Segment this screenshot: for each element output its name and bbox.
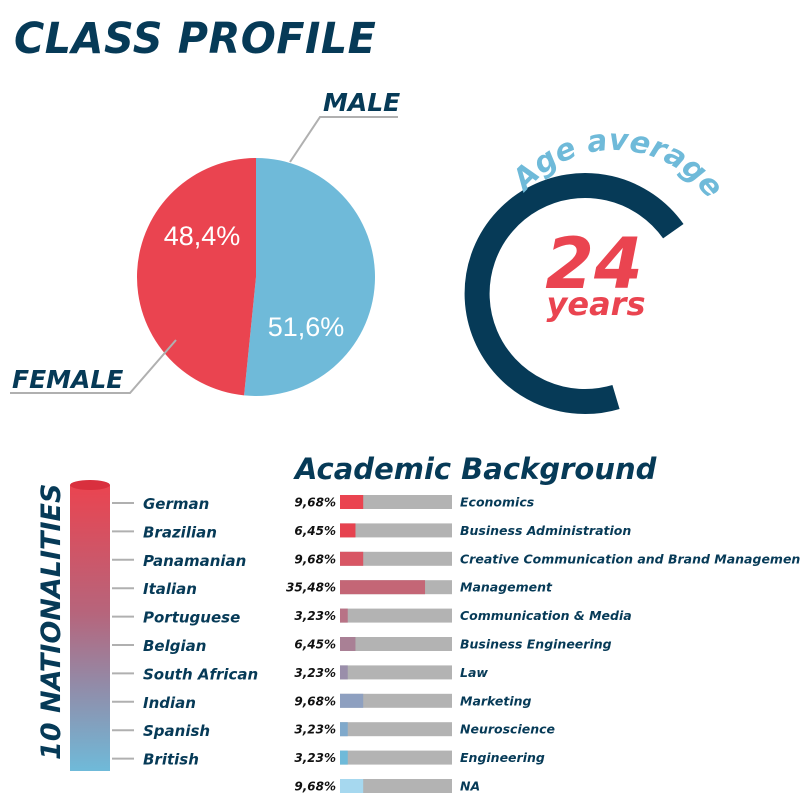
- academic-bar-fill: [340, 580, 426, 595]
- academic-background-title: Academic Background: [293, 452, 657, 486]
- nationality-item: Belgian: [143, 637, 206, 655]
- pie-slice-male: [244, 158, 375, 396]
- female-percentage: 48,4%: [164, 221, 241, 251]
- gender-pie-chart: [136, 158, 375, 396]
- academic-bar-fill: [340, 665, 348, 680]
- male-label: MALE: [323, 88, 400, 117]
- academic-row-label: Business Administration: [460, 523, 631, 538]
- academic-row-label: Law: [460, 665, 488, 680]
- nationality-item: Spanish: [143, 722, 210, 740]
- academic-bar-fill: [340, 495, 364, 509]
- academic-bar-track: [340, 722, 452, 737]
- male-percentage: 51,6%: [268, 312, 345, 342]
- academic-row-percentage: 3,23%: [294, 609, 336, 623]
- academic-bar-track: [340, 551, 452, 566]
- academic-bar-fill: [340, 523, 356, 538]
- academic-row-label: Economics: [460, 495, 534, 510]
- academic-row-label: Management: [460, 580, 553, 595]
- academic-bar-fill: [340, 693, 364, 708]
- female-leader-line: [10, 339, 177, 394]
- nationality-item: Indian: [143, 694, 196, 712]
- academic-bar-track: [340, 693, 452, 708]
- academic-row-label: Engineering: [460, 750, 545, 765]
- academic-row-percentage: 9,68%: [294, 496, 336, 510]
- academic-bar-fill: [340, 637, 356, 651]
- academic-bar-track: [340, 665, 452, 680]
- academic-row-label: Communication & Media: [460, 608, 632, 623]
- academic-row-percentage: 6,45%: [294, 638, 336, 652]
- academic-row-label: Marketing: [460, 693, 532, 708]
- academic-bar-track: [340, 495, 452, 509]
- academic-row-label: Creative Communication and Brand Managem…: [460, 551, 800, 566]
- nationality-item: Portuguese: [143, 609, 240, 627]
- academic-row-percentage: 6,45%: [294, 524, 336, 538]
- age-value: 24: [545, 223, 642, 305]
- nationality-item: British: [143, 751, 199, 769]
- nationality-item: South African: [143, 665, 258, 683]
- academic-bar-fill: [340, 750, 348, 765]
- academic-row-percentage: 3,23%: [294, 723, 336, 737]
- nationalities-thermometer: [70, 485, 110, 771]
- academic-bar-track: [340, 779, 452, 793]
- nationality-item: Italian: [143, 580, 197, 598]
- nationalities-list: German Brazilian Panamanian Italian Portugue…: [112, 495, 258, 769]
- nationalities-count-label: 10 NATIONALITIES: [36, 484, 67, 760]
- academic-row-label: Business Engineering: [460, 637, 612, 652]
- academic-row-label: Neuroscience: [460, 722, 555, 737]
- page-title: CLASS PROFILE: [14, 14, 377, 64]
- academic-bar-fill: [340, 608, 348, 623]
- academic-bar-track: [340, 637, 452, 651]
- male-leader-line: [289, 116, 398, 163]
- academic-bar-track: [340, 523, 452, 538]
- female-label: FEMALE: [12, 365, 123, 394]
- academic-bar-track: [340, 750, 452, 765]
- nationality-item: Brazilian: [143, 523, 217, 541]
- academic-bar-track: [340, 608, 452, 623]
- academic-row-percentage: 9,68%: [294, 780, 336, 794]
- nationality-item: German: [143, 495, 209, 513]
- academic-row-percentage: 3,23%: [294, 751, 336, 765]
- nationality-item: Panamanian: [143, 552, 246, 570]
- pie-slice-female: [136, 158, 256, 396]
- academic-bar-fill: [340, 722, 348, 737]
- age-unit: years: [547, 285, 646, 323]
- thermometer-cap: [70, 480, 110, 490]
- academic-bar-fill: [340, 551, 364, 566]
- academic-row-label: NA: [460, 779, 480, 794]
- academic-row-percentage: 9,68%: [294, 552, 336, 566]
- age-ring: [464, 173, 684, 414]
- academic-row-percentage: 35,48%: [286, 581, 336, 595]
- academic-row-percentage: 9,68%: [294, 694, 336, 708]
- academic-row-percentage: 3,23%: [294, 666, 336, 680]
- academic-background-bars: 9,68% Economics 6,45% Business Administrati…: [286, 495, 800, 794]
- academic-bar-fill: [340, 779, 364, 793]
